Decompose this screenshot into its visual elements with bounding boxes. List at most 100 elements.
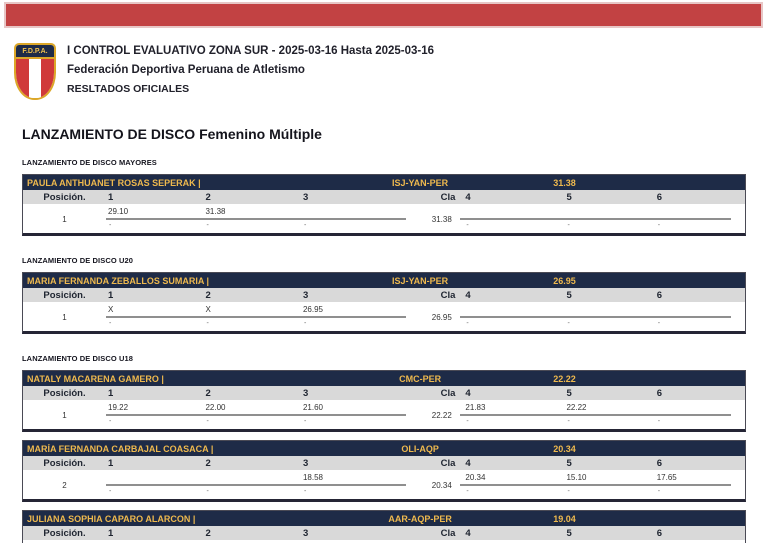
col-position: Posición. xyxy=(43,457,86,469)
column-header-row: Posición. 1 2 3 Cla 4 5 6 xyxy=(23,526,745,541)
attempt-value: 18.58 xyxy=(302,473,323,482)
attempts-underline xyxy=(459,414,731,416)
attempt-value xyxy=(463,305,564,314)
athlete-header-bar: PAULA ANTHUANET ROSAS SEPERAK | ISJ-YAN-… xyxy=(23,175,745,190)
column-header-row: Posición. 1 2 3 Cla 4 5 6 xyxy=(23,288,745,303)
fdpa-logo-text: F.D.P.A. xyxy=(16,45,54,59)
athlete-best-mark: 20.34 xyxy=(553,443,576,454)
position-value: 2 xyxy=(62,481,67,490)
attempts-row: 1 22.22 19.22 22.00 21.60 21.83 22.22 - xyxy=(23,401,745,429)
attempts-underline xyxy=(459,484,731,486)
col-2: 2 xyxy=(205,457,211,469)
fdpa-logo-icon: F.D.P.A. xyxy=(14,43,56,100)
col-1: 1 xyxy=(108,387,114,399)
attempt-value: 31.38 xyxy=(205,207,226,216)
col-4: 4 xyxy=(465,191,471,203)
attempt-value xyxy=(463,207,564,216)
federation-name: Federación Deportiva Peruana de Atletism… xyxy=(67,64,305,76)
attempts-underline xyxy=(106,484,406,486)
flag-stripe-red xyxy=(16,59,29,98)
col-3: 3 xyxy=(302,191,309,203)
column-header-row: Posición. 1 2 3 Cla 4 5 6 xyxy=(23,386,745,401)
col-3: 3 xyxy=(302,387,309,399)
attempt-value: 21.60 xyxy=(302,403,323,412)
event-title: I CONTROL EVALUATIVO ZONA SUR - 2025-03-… xyxy=(67,45,435,57)
attempt-detail: - xyxy=(109,488,112,495)
athlete-name: MARÍA FERNANDA CARBAJAL COASACA | xyxy=(27,443,214,454)
col-cla: Cla xyxy=(440,289,456,301)
col-3: 3 xyxy=(302,457,309,469)
athlete-name: NATALY MACARENA GAMERO | xyxy=(27,373,164,384)
attempt-detail: - xyxy=(466,222,469,229)
attempt-values: 18.58 20.34 15.10 17.65 xyxy=(23,473,745,482)
col-position: Posición. xyxy=(43,191,86,203)
attempt-detail-row: - - - - - - xyxy=(23,222,745,229)
athlete-header-bar: JULIANA SOPHIA CAPARO ALARCON | AAR-AQP-… xyxy=(23,511,745,526)
result-table: PAULA ANTHUANET ROSAS SEPERAK | ISJ-YAN-… xyxy=(22,174,746,236)
attempt-value: 26.95 xyxy=(302,305,323,314)
attempt-value xyxy=(655,207,745,216)
section-label: LANZAMIENTO DE DISCO U18 xyxy=(22,354,134,363)
result-table: MARIA FERNANDA ZEBALLOS SUMARIA | ISJ-YA… xyxy=(22,272,746,334)
attempt-detail-row: - - - - - - xyxy=(23,320,745,327)
attempt-detail: - xyxy=(109,418,112,425)
attempt-detail: - xyxy=(657,488,661,495)
col-4: 4 xyxy=(465,289,471,301)
col-4: 4 xyxy=(465,527,471,539)
attempt-detail-row: - - - - - - xyxy=(23,418,745,425)
attempt-detail: - xyxy=(466,418,469,425)
col-5: 5 xyxy=(566,527,572,539)
athlete-club: AAR-AQP-PER xyxy=(388,513,452,524)
attempt-value: 21.83 xyxy=(465,403,486,412)
attempt-values: X X 26.95 xyxy=(23,305,745,314)
attempt-detail: - xyxy=(303,418,307,425)
athlete-best-mark: 19.04 xyxy=(553,513,576,524)
flag-stripe-white xyxy=(28,59,42,98)
attempt-detail: - xyxy=(303,488,307,495)
col-2: 2 xyxy=(205,527,211,539)
attempt-value xyxy=(564,305,654,314)
athlete-club: ISJ-YAN-PER xyxy=(391,275,449,286)
col-4: 4 xyxy=(465,387,471,399)
attempt-value xyxy=(655,403,745,412)
attempt-detail: - xyxy=(466,488,469,495)
section-label: LANZAMIENTO DE DISCO U20 xyxy=(22,256,134,265)
attempt-detail: - xyxy=(567,488,570,495)
col-1: 1 xyxy=(108,457,114,469)
position-value: 1 xyxy=(62,313,67,322)
attempt-detail: - xyxy=(206,320,209,327)
col-1: 1 xyxy=(108,191,114,203)
col-cla: Cla xyxy=(440,457,456,469)
col-6: 6 xyxy=(656,289,663,301)
athlete-club: OLI-AQP xyxy=(401,443,439,454)
attempt-value xyxy=(106,473,203,482)
athlete-club: CMC-PER xyxy=(399,373,442,384)
cla-value: 20.34 xyxy=(431,481,452,490)
top-banner xyxy=(4,2,763,28)
athlete-name: MARIA FERNANDA ZEBALLOS SUMARIA | xyxy=(27,275,210,286)
col-6: 6 xyxy=(656,387,663,399)
attempt-value: X xyxy=(108,305,114,314)
attempt-value: 15.10 xyxy=(566,473,587,482)
attempt-detail: - xyxy=(567,222,570,229)
col-6: 6 xyxy=(656,527,663,539)
attempt-detail: - xyxy=(657,222,661,229)
col-6: 6 xyxy=(656,457,663,469)
athlete-club: ISJ-YAN-PER xyxy=(391,177,449,188)
cla-value: 26.95 xyxy=(431,313,452,322)
attempt-detail: - xyxy=(567,320,570,327)
athlete-best-mark: 26.95 xyxy=(553,275,576,286)
attempt-value xyxy=(655,305,745,314)
peru-flag-stripes xyxy=(16,59,54,98)
section-u18: LANZAMIENTO DE DISCO U18 NATALY MACARENA… xyxy=(0,354,768,543)
athlete-best-mark: 22.22 xyxy=(553,373,576,384)
col-cla: Cla xyxy=(440,191,456,203)
position-value: 1 xyxy=(62,411,67,420)
attempt-value xyxy=(301,207,398,216)
col-1: 1 xyxy=(108,527,114,539)
result-table: NATALY MACARENA GAMERO | CMC-PER 22.22 P… xyxy=(22,370,746,432)
col-4: 4 xyxy=(465,457,471,469)
attempts-row: 1 31.38 29.10 31.38 - - xyxy=(23,205,745,233)
col-2: 2 xyxy=(205,387,211,399)
